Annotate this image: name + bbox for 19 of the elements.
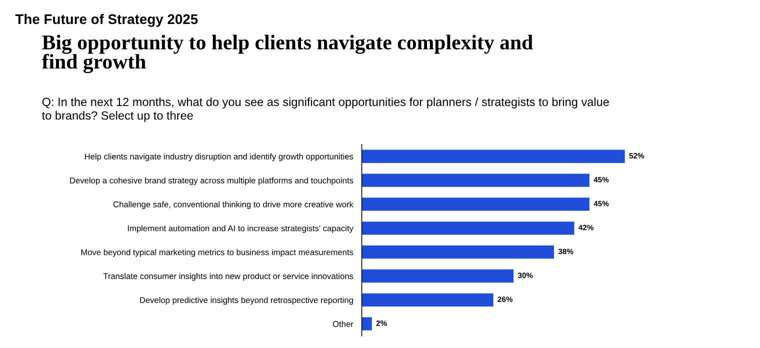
y-tick-label: Translate consumer insights into new product or service innovations (103, 272, 354, 281)
y-tick-label: Move beyond typical marketing metrics to business impact measurements (81, 249, 354, 257)
bar (362, 198, 590, 211)
bar (362, 150, 625, 163)
y-tick-label: Develop a cohesive brand strategy across multiple platforms and touchpoints (70, 177, 354, 186)
y-tick-label: Other (332, 320, 354, 327)
y-tick-label: Implement automation and AI to increase strategists' capacity (128, 225, 354, 233)
bar (362, 293, 494, 307)
text: The Future of Strategy 2025 (15, 14, 198, 27)
y-tick-label: Help clients navigate industry disruption and identify growth opportunities (84, 153, 354, 162)
chart-title: Big opportunity to help clients navigate complexity and find growth (42, 34, 533, 74)
bar (362, 246, 554, 259)
bar (362, 222, 574, 235)
chart-subtitle: Q: In the next 12 months, what do you see as significant opportunities for planners / strategists to bring value to brands? Select up to three (42, 97, 609, 122)
bar (362, 174, 590, 187)
y-tick-label: Develop predictive insights beyond retrospective reporting (140, 296, 353, 305)
bar (362, 269, 514, 283)
bar (362, 317, 372, 330)
y-tick-label: Challenge safe, conventional thinking to drive more creative work (113, 201, 354, 209)
